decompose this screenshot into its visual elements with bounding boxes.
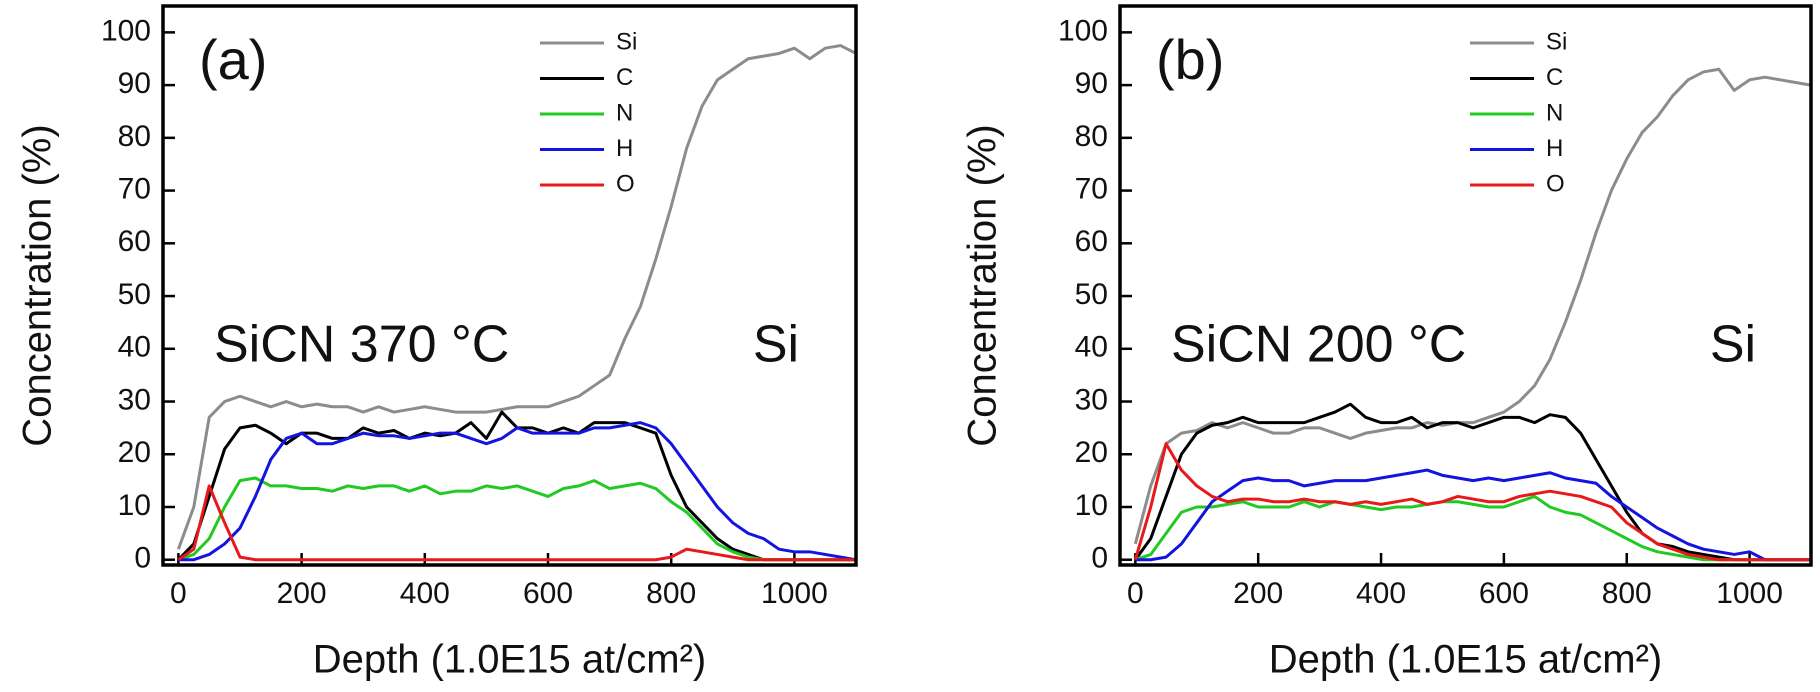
y-tick-label: 100 xyxy=(101,14,151,47)
y-tick-label: 0 xyxy=(1091,542,1108,575)
x-tick-label: 400 xyxy=(400,577,450,610)
annotation: Si xyxy=(753,316,799,374)
x-tick-label: 600 xyxy=(1479,577,1529,610)
x-axis-title: Depth (1.0E15 at/cm²) xyxy=(313,638,707,682)
series-line xyxy=(177,476,856,562)
x-tick-label: 800 xyxy=(1602,577,1652,610)
annotation: (b) xyxy=(1156,28,1224,91)
y-tick-label: 10 xyxy=(1075,489,1108,522)
y-tick-label: 80 xyxy=(1075,120,1108,153)
annotation: SiCN 370 °C xyxy=(214,316,509,374)
plot-lines xyxy=(176,44,856,562)
y-tick-label: 80 xyxy=(118,120,151,153)
annotation: Si xyxy=(1710,316,1756,374)
plot-frame xyxy=(161,4,858,567)
y-tick-label: 30 xyxy=(118,383,151,416)
series-line xyxy=(176,44,856,550)
annotation: SiCN 200 °C xyxy=(1171,316,1466,374)
y-tick-label: 90 xyxy=(118,67,151,100)
x-tick-label: 0 xyxy=(1127,577,1144,610)
legend-label: H xyxy=(616,135,633,162)
series-line xyxy=(1133,442,1811,562)
series-line xyxy=(1133,67,1811,545)
y-axis-title: Concentration (%) xyxy=(961,124,1005,446)
legend-label: O xyxy=(1546,170,1565,197)
legend-label: Si xyxy=(616,28,637,55)
series-line xyxy=(1134,402,1811,562)
legend-label: C xyxy=(1546,64,1563,91)
y-tick-label: 70 xyxy=(118,172,151,205)
y-tick-label: 20 xyxy=(118,436,151,469)
x-tick-label: 200 xyxy=(277,577,327,610)
y-tick-label: 40 xyxy=(118,331,151,364)
y-tick-label: 60 xyxy=(118,225,151,258)
annotation: (a) xyxy=(199,28,267,91)
legend-label: Si xyxy=(1546,28,1567,55)
legend-label: H xyxy=(1546,135,1563,162)
x-tick-label: 1000 xyxy=(1716,577,1783,610)
y-tick-label: 100 xyxy=(1058,14,1108,47)
x-tick-label: 400 xyxy=(1356,577,1406,610)
series-line xyxy=(1134,494,1811,562)
x-tick-label: 200 xyxy=(1233,577,1283,610)
y-tick-label: 90 xyxy=(1075,67,1108,100)
x-tick-label: 800 xyxy=(646,577,696,610)
y-tick-label: 20 xyxy=(1075,436,1108,469)
y-tick-label: 50 xyxy=(118,278,151,311)
series-line xyxy=(178,421,856,562)
y-tick-label: 40 xyxy=(1075,331,1108,364)
series-line xyxy=(177,484,856,562)
y-tick-label: 10 xyxy=(118,489,151,522)
y-tick-label: 60 xyxy=(1075,225,1108,258)
legend-label: C xyxy=(616,64,633,91)
legend-label: O xyxy=(616,170,635,197)
legend-label: N xyxy=(1546,99,1563,126)
legend-label: N xyxy=(616,99,633,126)
x-tick-label: 0 xyxy=(170,577,187,610)
plot-frame xyxy=(1118,4,1813,567)
x-tick-label: 1000 xyxy=(761,577,828,610)
y-tick-label: 50 xyxy=(1075,278,1108,311)
x-axis-title: Depth (1.0E15 at/cm²) xyxy=(1269,638,1663,682)
x-tick-label: 600 xyxy=(523,577,573,610)
y-tick-label: 70 xyxy=(1075,172,1108,205)
series-line xyxy=(1135,468,1811,562)
plot-lines xyxy=(1133,67,1811,562)
y-tick-label: 30 xyxy=(1075,383,1108,416)
y-tick-label: 0 xyxy=(134,542,151,575)
y-axis-title: Concentration (%) xyxy=(16,124,60,446)
